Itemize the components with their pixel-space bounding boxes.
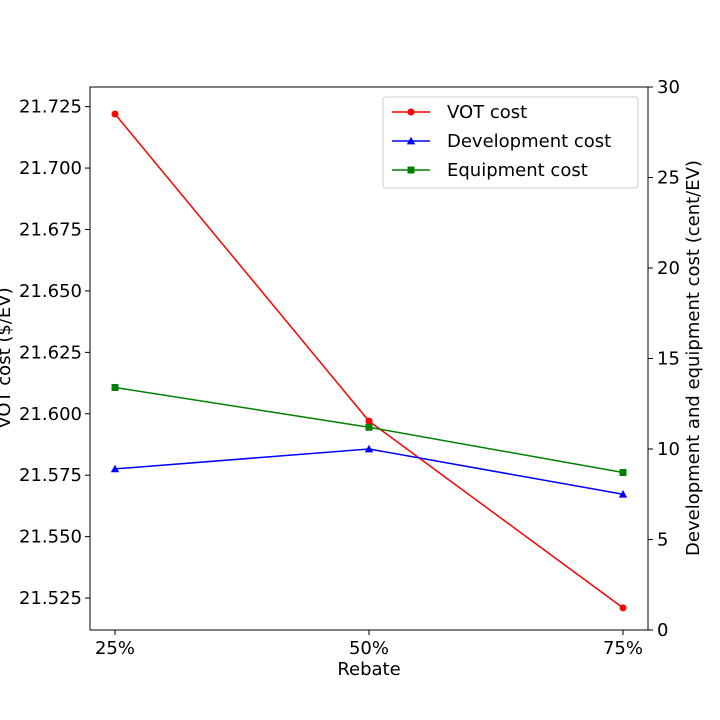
left-tick-label: 21.625 [19, 342, 82, 363]
left-tick-label: 21.600 [19, 404, 82, 425]
right-tick-label: 25 [657, 168, 680, 189]
vot-cost-point [619, 604, 627, 612]
right-tick-label: 10 [657, 439, 680, 460]
left-tick-label: 21.575 [19, 465, 82, 486]
left-tick-label: 21.675 [19, 220, 82, 241]
development-cost-point [364, 444, 374, 453]
series-equipment-cost [111, 383, 627, 477]
left-tick-label: 21.700 [19, 158, 82, 179]
legend: VOT cost Development cost Equipment cost [382, 96, 639, 189]
left-tick-label: 21.525 [19, 588, 82, 609]
legend-box [382, 96, 639, 189]
left-axis-label: VOT cost ($/EV) [0, 287, 15, 428]
x-axis-label: Rebate [337, 659, 400, 680]
vot-cost-point [365, 417, 373, 425]
legend-marker [407, 108, 415, 116]
equipment-cost-point [365, 423, 373, 431]
right-axis-ticks: 0 5 10 15 20 25 30 [648, 77, 680, 641]
series-development-cost [110, 444, 628, 498]
x-tick-label: 50% [349, 638, 389, 659]
development-cost-point [618, 490, 628, 498]
right-tick-label: 20 [657, 258, 680, 279]
equipment-cost-point [619, 469, 627, 477]
legend-label: Development cost [447, 131, 611, 152]
legend-entry-development-cost: Development cost [392, 131, 611, 152]
series-vot-cost [111, 110, 627, 612]
right-tick-label: 15 [657, 349, 680, 370]
vot-cost-point [111, 110, 119, 118]
legend-marker [406, 136, 416, 145]
right-tick-label: 30 [657, 77, 680, 98]
left-tick-label: 21.650 [19, 281, 82, 302]
right-tick-label: 5 [657, 530, 668, 551]
legend-label: VOT cost [447, 102, 527, 123]
series-layer [110, 110, 628, 612]
right-tick-label: 0 [657, 620, 668, 641]
left-tick-label: 21.725 [19, 97, 82, 118]
right-axis-label: Development and equipment cost (cent/EV) [683, 160, 704, 556]
legend-marker [407, 166, 415, 174]
left-tick-label: 21.550 [19, 527, 82, 548]
x-tick-label: 75% [603, 638, 643, 659]
x-tick-label: 25% [95, 638, 135, 659]
legend-label: Equipment cost [447, 160, 588, 181]
legend-entry-equipment-cost: Equipment cost [392, 160, 588, 181]
equipment-cost-point [111, 383, 119, 391]
x-axis-ticks: 25% 50% 75% [95, 630, 643, 659]
development-cost-point [110, 464, 120, 473]
left-axis-ticks: 21.525 21.550 21.575 21.600 21.625 21.650 21.6… [19, 97, 90, 609]
legend-entry-vot-cost: VOT cost [392, 102, 527, 123]
